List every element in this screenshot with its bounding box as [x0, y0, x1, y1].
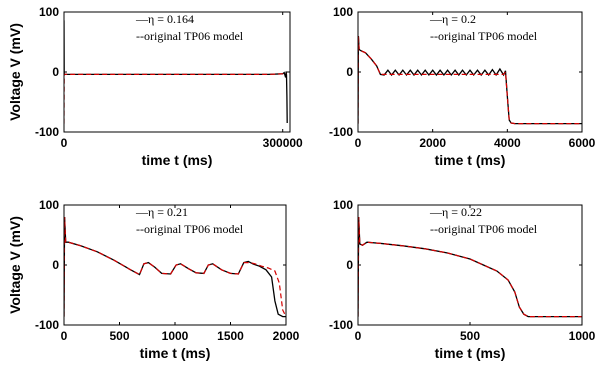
legend-entry-original: --original TP06 model [430, 222, 538, 236]
y-tick-label: 0 [52, 65, 59, 79]
x-tick-label: 500 [109, 329, 129, 343]
x-tick-label: 500 [460, 329, 480, 343]
x-tick-label: 0 [61, 329, 68, 343]
series-line-original [358, 216, 582, 318]
x-tick-label: 0 [61, 136, 68, 150]
y-tick-label: -100 [35, 318, 59, 332]
x-tick-label: 6000 [569, 136, 596, 150]
y-tick-label: -100 [329, 125, 353, 139]
y-tick-label: 0 [346, 65, 353, 79]
y-tick-label: -100 [35, 125, 59, 139]
y-tick-label: 0 [52, 258, 59, 272]
y-tick-label: 100 [333, 5, 353, 19]
legend-entry-eta: —η = 0.2 [429, 12, 476, 26]
series-line-original [64, 216, 286, 317]
x-axis-label: time t (ms) [140, 345, 211, 361]
x-axis-label: time t (ms) [142, 152, 213, 168]
y-tick-label: 100 [39, 198, 59, 212]
x-tick-label: 1000 [569, 329, 596, 343]
y-tick-label: 100 [333, 198, 353, 212]
x-tick-label: 0 [355, 136, 362, 150]
legend-entry-eta: —η = 0.164 [135, 12, 194, 26]
x-tick-label: 4000 [494, 136, 521, 150]
y-axis-label: Voltage V (mV) [7, 23, 23, 121]
legend-entry-original: --original TP06 model [136, 29, 244, 43]
y-axis-label: Voltage V (mV) [7, 216, 23, 314]
legend-entry-original: --original TP06 model [430, 29, 538, 43]
legend-entry-original: --original TP06 model [136, 222, 244, 236]
x-tick-label: 2000 [419, 136, 446, 150]
legend-entry-eta: —η = 0.22 [429, 205, 482, 219]
series-line-original [64, 72, 287, 124]
series-line-eta [64, 216, 286, 318]
x-tick-label: 0 [355, 329, 362, 343]
series-line-eta [358, 35, 582, 125]
x-tick-label: 300000 [263, 136, 303, 150]
y-tick-label: -100 [329, 318, 353, 332]
x-axis-label: time t (ms) [435, 152, 506, 168]
x-axis-label: time t (ms) [435, 345, 506, 361]
y-tick-label: 0 [346, 258, 353, 272]
x-tick-label: 2000 [273, 329, 300, 343]
y-tick-label: 100 [39, 5, 59, 19]
x-tick-label: 1000 [162, 329, 189, 343]
series-line-original [358, 35, 582, 125]
legend-entry-eta: —η = 0.21 [135, 205, 188, 219]
x-tick-label: 1500 [217, 329, 244, 343]
